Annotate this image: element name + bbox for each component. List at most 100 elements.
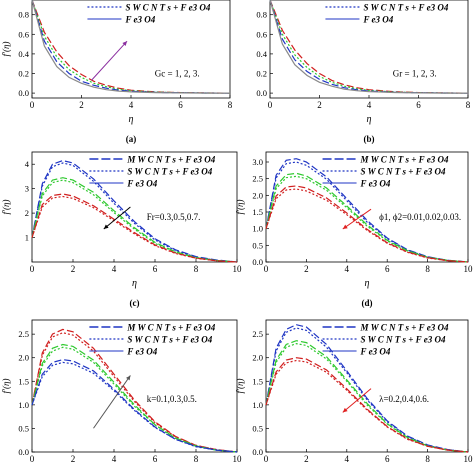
panel-label: (c) (130, 298, 140, 308)
x-tick-label: 6 (153, 454, 158, 464)
series-line (269, 0, 469, 94)
legend-label: F e3 O4 (360, 179, 391, 189)
legend-label: S W C N T s + F e3 O4 (363, 3, 448, 13)
series-line (265, 327, 469, 453)
x-tick-label: 0 (30, 100, 35, 110)
y-tick-label: 2.0 (252, 353, 263, 363)
y-tick-label: 1.5 (252, 376, 263, 386)
series-line (269, 0, 469, 94)
legend-label: F e3 O4 (124, 15, 155, 25)
x-axis-label: η (365, 278, 370, 289)
series-line (265, 161, 469, 263)
series-line (265, 175, 469, 263)
series-line (31, 361, 238, 453)
trend-arrow (342, 388, 372, 413)
y-axis-label: f′(η) (1, 200, 11, 215)
x-tick-label: 2 (71, 264, 76, 274)
x-tick-label: 4 (367, 100, 372, 110)
series-line (31, 343, 238, 453)
parameter-annotation: Gr = 1, 2, 3. (393, 68, 437, 78)
series-line (31, 0, 231, 94)
series-line (31, 0, 231, 94)
legend-label: F e3 O4 (362, 15, 393, 25)
x-tick-label: 6 (178, 100, 183, 110)
x-axis-label: η (132, 278, 137, 289)
x-tick-label: 6 (153, 264, 158, 274)
series-line (31, 0, 230, 94)
x-tick-label: 8 (194, 264, 199, 274)
chart-panel-b: 0 2 4 6 8 0.0 0.2 0.4 0.6 0.8 η (b) S W C N T s + F … (256, 0, 471, 144)
x-tick-label: 0 (30, 454, 35, 464)
legend-label: M W C N T s + F e3 O4 (360, 155, 449, 165)
legend-label: F e3 O4 (126, 347, 157, 357)
y-tick-label: 2.5 (252, 329, 263, 339)
series-line (31, 177, 238, 263)
y-tick-label: 1.0 (18, 400, 29, 410)
y-axis-label: f′(η) (1, 379, 11, 394)
x-tick-label: 8 (194, 454, 199, 464)
x-tick-label: 6 (385, 454, 390, 464)
plot-frame (265, 319, 469, 453)
y-tick-label: 0.4 (18, 49, 29, 59)
y-tick-label: 3 (25, 184, 29, 194)
trend-arrow-head (342, 407, 348, 413)
chart-panel-f: 0 2 4 6 8 10 0.0 0.5 1.0 1.5 2.0 2.5 f′(η) M W C N T … (235, 319, 474, 464)
legend-label: F e3 O4 (126, 179, 157, 189)
y-tick-label: 1.5 (18, 376, 29, 386)
x-tick-label: 10 (233, 454, 243, 464)
y-tick-label: 0.8 (256, 10, 267, 20)
x-tick-label: 0 (264, 454, 269, 464)
y-tick-label: 3.0 (252, 157, 263, 167)
series-line (265, 185, 469, 263)
series-line (31, 358, 238, 453)
y-axis-label: f′(η) (1, 42, 11, 57)
panel-label: (a) (126, 134, 137, 144)
plot-frame (31, 319, 238, 453)
y-tick-label: 0.2 (18, 69, 29, 79)
x-tick-label: 6 (416, 100, 421, 110)
x-tick-label: 8 (425, 264, 430, 274)
x-tick-label: 2 (304, 264, 309, 274)
trend-arrow-head (122, 41, 128, 46)
y-tick-label: 2.0 (18, 353, 29, 363)
x-axis-label: η (367, 114, 372, 125)
legend-label: S W C N T s + F e3 O4 (361, 335, 446, 345)
series-line (31, 195, 238, 263)
y-tick-label: 2.5 (252, 174, 263, 184)
x-tick-label: 10 (464, 264, 474, 274)
trend-arrow-head (103, 224, 109, 229)
y-tick-label: 2.5 (18, 329, 29, 339)
legend-label: M W C N T s + F e3 O4 (126, 155, 215, 165)
y-tick-label: 0.6 (256, 29, 267, 39)
y-tick-label: 0.0 (252, 257, 263, 267)
x-tick-label: 4 (112, 454, 117, 464)
x-tick-label: 2 (79, 100, 84, 110)
parameter-annotation: λ=0.2,0.4,0.6. (379, 394, 429, 404)
legend-label: M W C N T s + F e3 O4 (126, 323, 215, 333)
y-axis-label: f′(η) (235, 379, 245, 394)
chart-panel-d: 0 2 4 6 8 10 0.0 0.5 1.0 1.5 2.0 2.5 3.0 η f′(η) (d) M W… (235, 151, 474, 308)
x-tick-label: 2 (317, 100, 322, 110)
y-tick-label: 0.0 (18, 447, 29, 457)
series-line (265, 188, 469, 263)
x-axis-label: η (129, 114, 134, 125)
y-axis-label: f′(η) (235, 200, 245, 215)
y-tick-label: 0.0 (18, 88, 29, 98)
y-tick-label: 0.6 (18, 29, 29, 39)
parameter-annotation: k=0.1,0.3,0.5. (147, 394, 197, 404)
x-tick-label: 2 (304, 454, 309, 464)
legend-label: S W C N T s + F e3 O4 (361, 167, 446, 177)
x-tick-label: 8 (425, 454, 430, 464)
parameter-annotation: Fr=0.3,0.5,0.7. (147, 212, 201, 222)
x-tick-label: 0 (264, 264, 269, 274)
y-tick-label: 4 (25, 159, 30, 169)
parameter-annotation: ϕ1, ϕ2=0.01,0.02,0.03. (379, 212, 461, 222)
x-tick-label: 10 (464, 454, 474, 464)
y-tick-label: 2.0 (252, 190, 263, 200)
series-line (31, 159, 238, 263)
x-tick-label: 2 (71, 454, 76, 464)
series-line (31, 193, 238, 263)
trend-arrow (93, 375, 131, 429)
